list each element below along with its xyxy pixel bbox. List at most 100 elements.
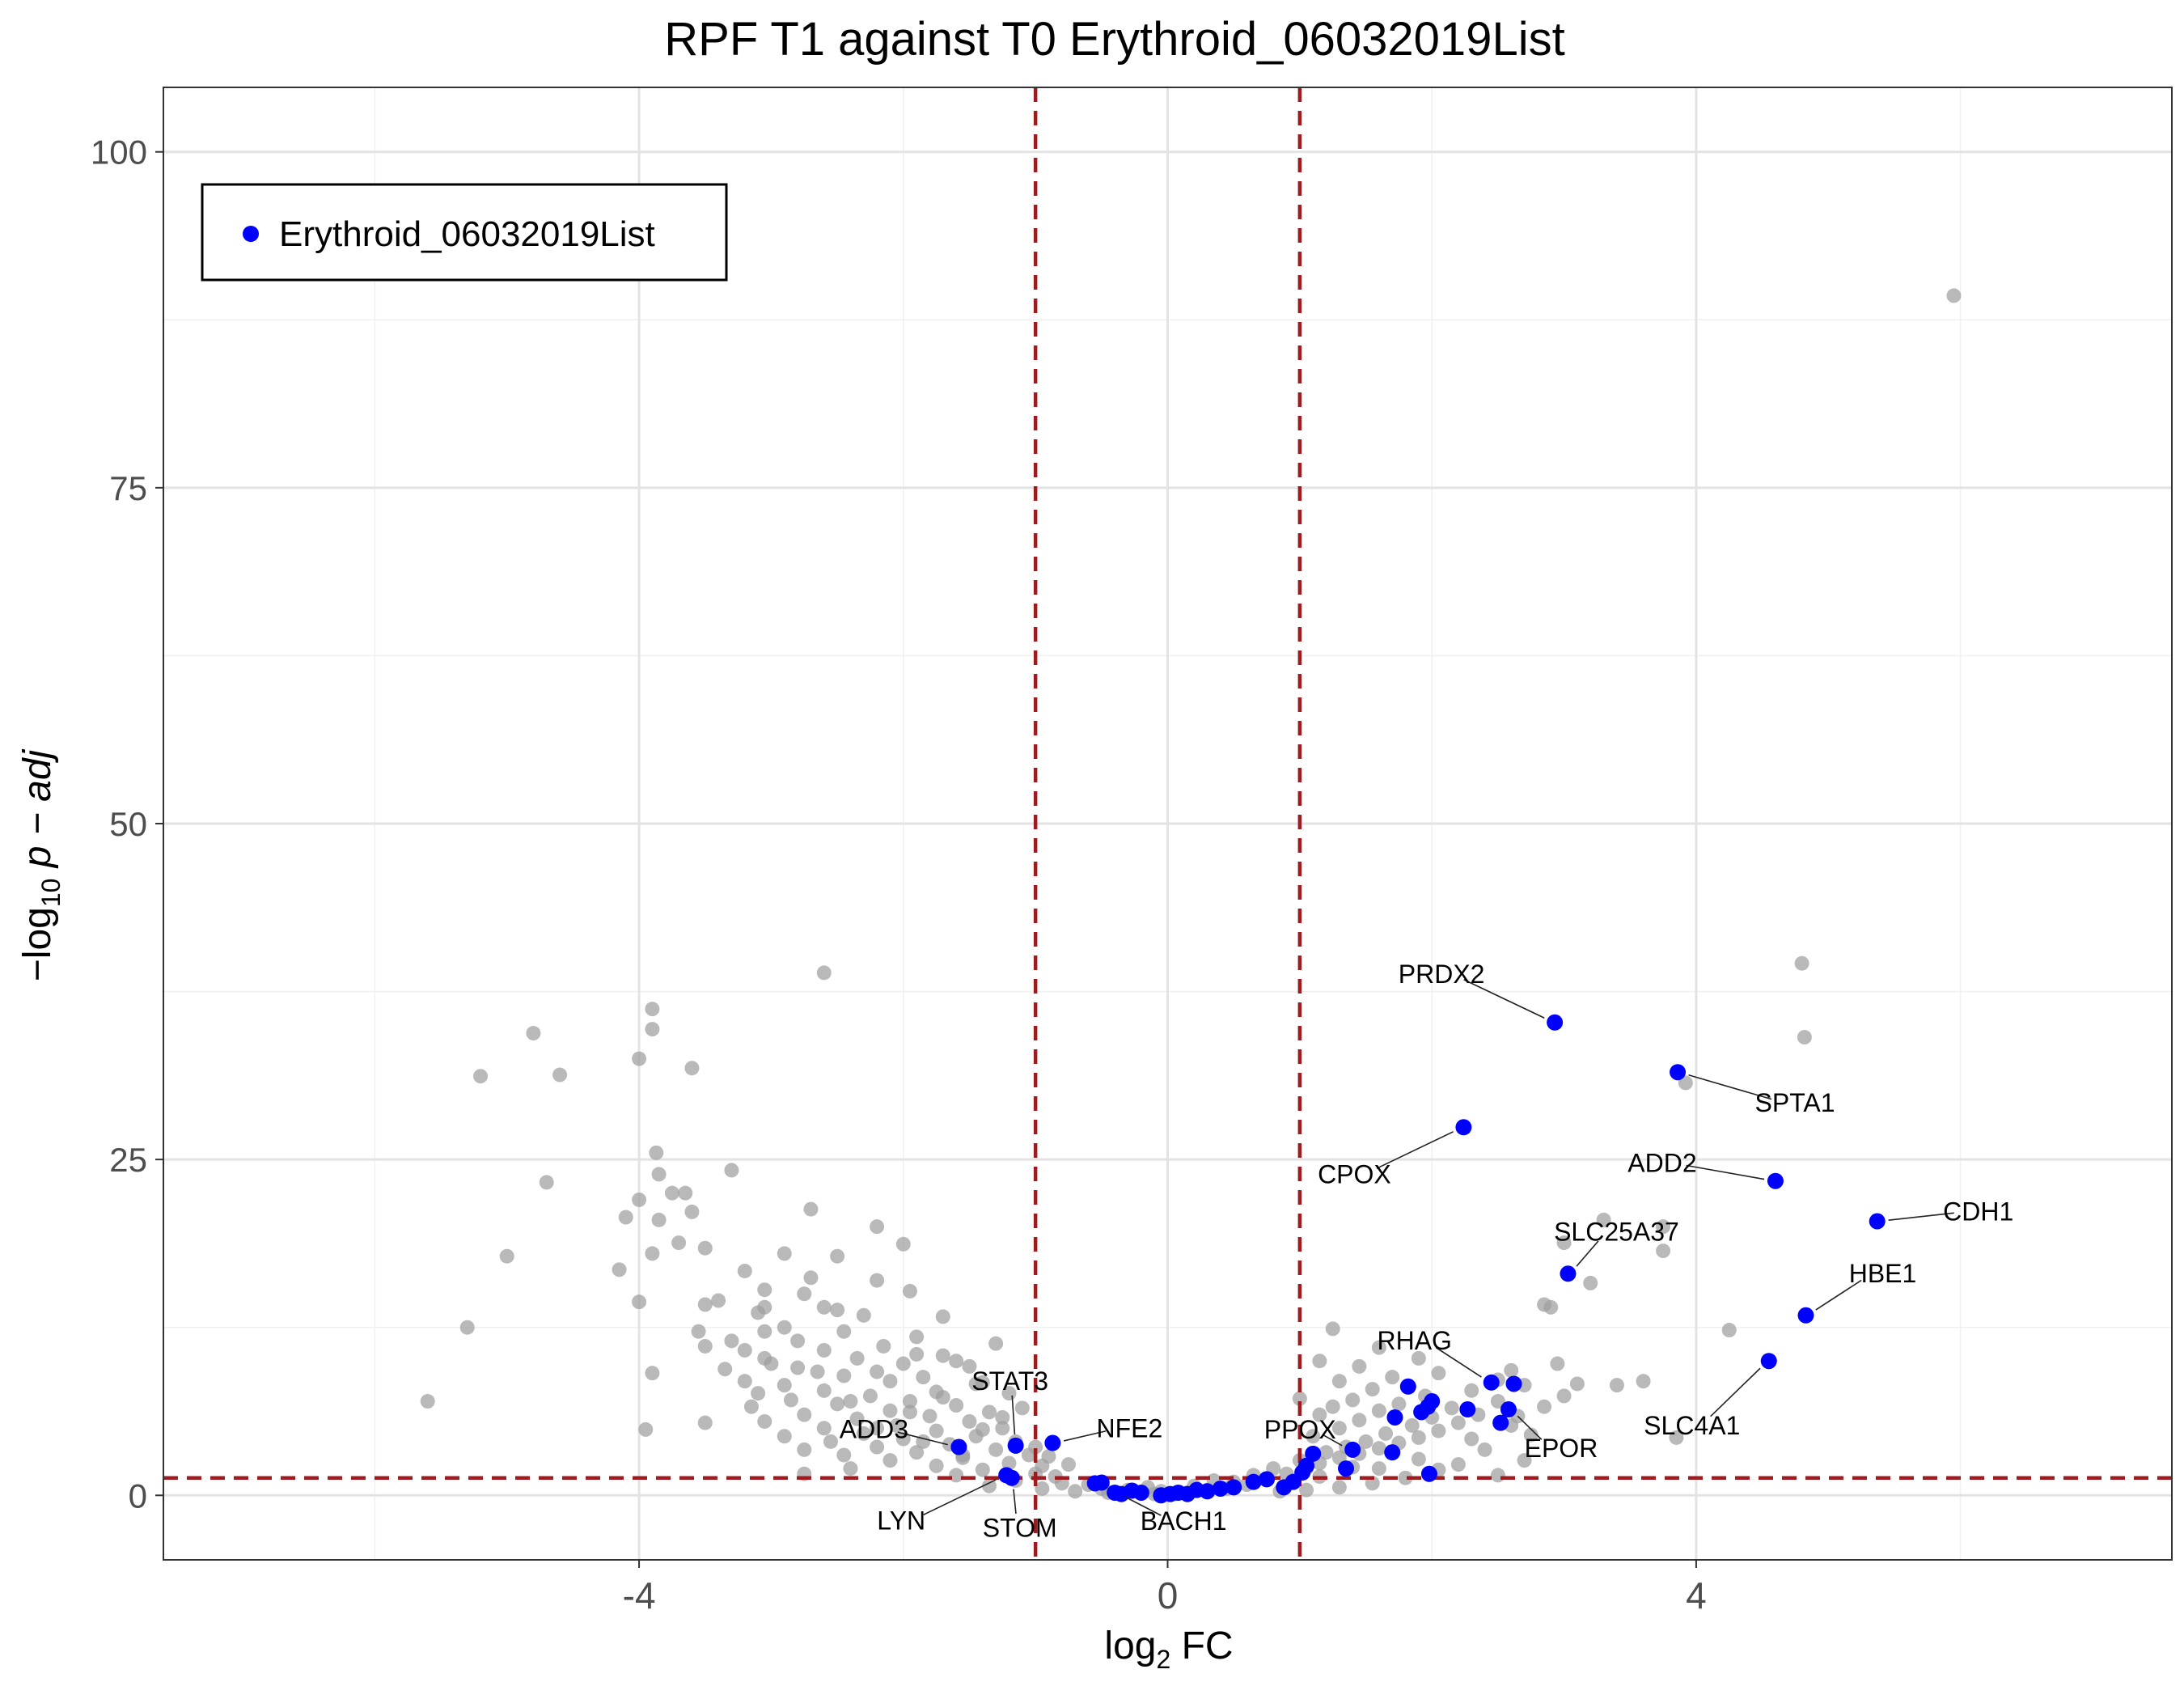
gene-label-leader xyxy=(1710,1367,1761,1417)
highlighted-gene-point xyxy=(1225,1479,1242,1496)
gene-point xyxy=(1331,1480,1347,1495)
highlighted-gene-point xyxy=(1276,1479,1293,1496)
threshold-lines xyxy=(163,87,2172,1560)
gene-point xyxy=(995,1421,1010,1436)
gene-label: STAT3 xyxy=(971,1366,1048,1396)
x-axis-ticks: -4 0 4 xyxy=(623,1560,1707,1616)
gene-point xyxy=(843,1394,858,1409)
legend-label: Erythroid_06032019List xyxy=(279,214,655,254)
gene-point xyxy=(902,1405,917,1420)
gene-point xyxy=(757,1324,772,1339)
gene-point xyxy=(1450,1415,1466,1430)
gene-label-leader xyxy=(1435,1346,1482,1378)
gene-point xyxy=(1352,1413,1367,1428)
gene-point xyxy=(922,1409,938,1424)
gene-point xyxy=(1523,1427,1539,1443)
gene-point xyxy=(1345,1392,1361,1408)
gene-point xyxy=(649,1145,664,1160)
gene-point xyxy=(1431,1366,1446,1381)
gene-point xyxy=(1331,1374,1347,1389)
gene-point xyxy=(420,1394,435,1409)
gene-label: ADD2 xyxy=(1627,1149,1696,1178)
highlighted-gene-point xyxy=(1505,1375,1522,1392)
highlighted-gene-point xyxy=(1212,1480,1229,1497)
gene-point xyxy=(1041,1449,1056,1464)
highlighted-gene-point xyxy=(1547,1014,1564,1031)
gene-point xyxy=(836,1447,852,1463)
gene-point xyxy=(790,1333,806,1349)
gene-point xyxy=(777,1429,792,1444)
gene-label: BACH1 xyxy=(1141,1506,1227,1536)
gene-point xyxy=(1299,1482,1314,1498)
highlighted-gene-point xyxy=(1492,1414,1509,1431)
gene-point xyxy=(764,1356,779,1371)
background-points xyxy=(420,288,1962,1502)
gene-point xyxy=(651,1212,667,1227)
grid xyxy=(163,87,2172,1560)
gene-point xyxy=(816,1383,832,1398)
gene-point xyxy=(751,1386,766,1401)
gene-point xyxy=(870,1364,885,1379)
gene-label-leader xyxy=(1888,1212,1954,1221)
gene-labels: PRDX2 SPTA1 CPOX ADD2 CDH1 SLC25A37 HBE1 SLC4A1… xyxy=(840,960,2014,1543)
legend-box xyxy=(201,183,728,282)
gene-label: EPOR xyxy=(1525,1434,1598,1463)
highlighted-gene-point xyxy=(1459,1401,1476,1418)
gene-point xyxy=(962,1413,977,1429)
gene-point xyxy=(691,1324,706,1339)
gene-point xyxy=(870,1421,885,1436)
gene-label: LYN xyxy=(877,1506,925,1535)
gene-point xyxy=(671,1235,687,1251)
gene-point xyxy=(757,1282,772,1298)
gene-point xyxy=(1398,1470,1413,1485)
gene-label: SLC25A37 xyxy=(1554,1217,1679,1246)
gene-point xyxy=(1669,1430,1684,1445)
highlighted-points xyxy=(950,1014,1886,1504)
gene-point xyxy=(1391,1396,1407,1412)
y-axis-title-italic: adj xyxy=(16,748,59,801)
gene-point xyxy=(836,1324,852,1339)
highlighted-gene-point xyxy=(1760,1353,1777,1370)
gene-point xyxy=(717,1362,733,1377)
highlighted-gene-point xyxy=(1153,1487,1170,1504)
gene-point xyxy=(1411,1430,1426,1445)
gene-point xyxy=(1411,1451,1426,1467)
gene-point xyxy=(1371,1441,1386,1456)
highlighted-gene-point xyxy=(1305,1445,1322,1462)
gene-point xyxy=(988,1442,1004,1457)
gene-point xyxy=(988,1336,1004,1351)
highlighted-gene-point xyxy=(1338,1460,1355,1477)
gene-point xyxy=(1312,1354,1327,1369)
gene-point xyxy=(856,1426,871,1441)
gene-point xyxy=(1464,1383,1479,1398)
gene-point xyxy=(1477,1442,1492,1457)
gene-point xyxy=(724,1163,739,1178)
gene-point xyxy=(777,1246,792,1261)
gene-label-leader xyxy=(1011,1395,1016,1434)
gene-label: STOM xyxy=(983,1514,1057,1543)
gene-label: PPOX xyxy=(1264,1415,1336,1444)
gene-point xyxy=(1504,1362,1519,1378)
y-axis-title-prefix: −log xyxy=(16,907,59,981)
gene-point xyxy=(797,1286,812,1302)
gene-point xyxy=(949,1398,964,1413)
x-axis-title-suffix: FC xyxy=(1170,1625,1233,1667)
gene-point xyxy=(1292,1391,1307,1406)
gene-point xyxy=(783,1392,798,1408)
gene-point xyxy=(1490,1468,1505,1483)
gene-point xyxy=(849,1411,865,1426)
x-tick-label: -4 xyxy=(623,1574,656,1616)
gene-point xyxy=(1378,1426,1394,1441)
highlighted-gene-point xyxy=(1455,1119,1472,1136)
gene-point xyxy=(678,1185,693,1201)
gene-point xyxy=(1656,1244,1671,1259)
gene-point xyxy=(830,1303,845,1318)
y-tick-label: 0 xyxy=(129,1477,147,1515)
gene-point xyxy=(1371,1403,1386,1418)
highlighted-gene-point xyxy=(1420,1398,1437,1415)
highlighted-gene-point xyxy=(1386,1409,1403,1426)
gene-point xyxy=(823,1434,838,1449)
x-axis-title-main: log xyxy=(1104,1625,1156,1667)
gene-point xyxy=(916,1370,931,1385)
gene-point xyxy=(1028,1439,1043,1455)
